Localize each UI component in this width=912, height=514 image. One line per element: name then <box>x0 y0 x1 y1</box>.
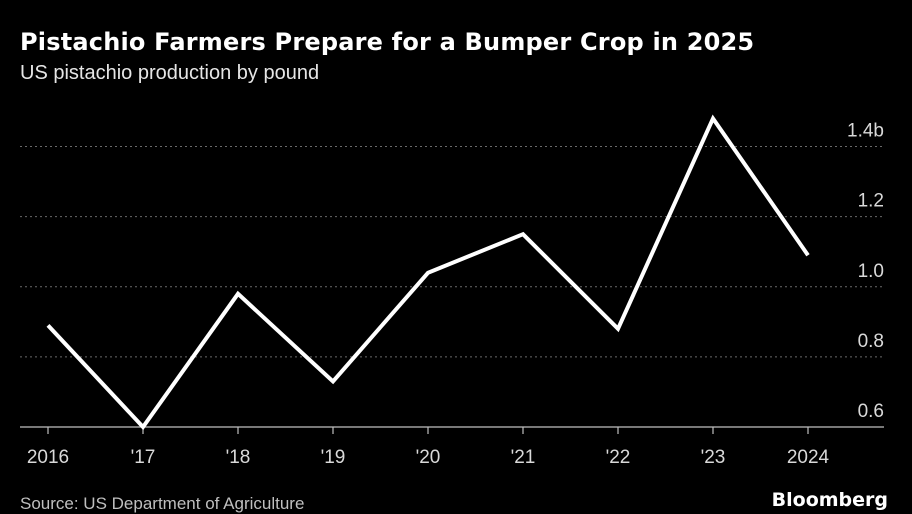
x-tick-labels: 2016 '17 '18 '19 '20 '21 '22 '23 2024 <box>27 447 830 468</box>
x-tick-label: '21 <box>511 447 536 468</box>
x-tick-label: '20 <box>416 447 441 468</box>
source-note: Source: US Department of Agriculture <box>20 494 304 514</box>
x-tick-label: '17 <box>131 447 156 468</box>
y-tick-labels: 0.6 0.8 1.0 1.2 1.4b <box>847 121 884 422</box>
y-tick-label: 0.8 <box>858 331 884 352</box>
y-tick-label: 1.4b <box>847 121 884 142</box>
x-tick-label: '18 <box>226 447 251 468</box>
x-tick-label: 2024 <box>787 447 830 468</box>
x-tick-label: 2016 <box>27 447 69 468</box>
y-tick-label: 1.2 <box>858 191 884 212</box>
x-tick-label: '19 <box>321 447 346 468</box>
y-tick-label: 0.6 <box>858 401 884 422</box>
x-axis <box>20 427 884 434</box>
series-layer <box>48 118 808 427</box>
line-chart: 0.6 0.8 1.0 1.2 1.4b 2016 '17 '18 '19 '20 '21 '22 '… <box>0 0 912 490</box>
bloomberg-logo: Bloomberg <box>772 489 888 511</box>
x-tick-label: '22 <box>606 447 631 468</box>
x-tick-label: '23 <box>701 447 726 468</box>
y-tick-label: 1.0 <box>858 261 884 282</box>
